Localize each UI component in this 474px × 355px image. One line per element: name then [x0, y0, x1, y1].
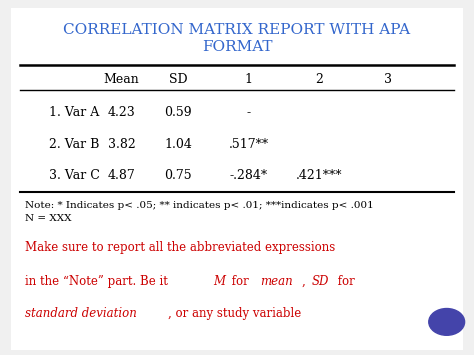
Text: standard deviation: standard deviation: [25, 307, 137, 320]
Text: 1: 1: [245, 73, 253, 86]
Text: mean: mean: [260, 275, 292, 288]
Text: ,: ,: [302, 275, 310, 288]
Text: , or any study variable: , or any study variable: [168, 307, 302, 320]
Text: 1. Var A: 1. Var A: [48, 106, 99, 119]
Circle shape: [429, 308, 465, 335]
Text: for: for: [228, 275, 253, 288]
Text: .421***: .421***: [296, 169, 343, 182]
Text: 4.23: 4.23: [108, 106, 136, 119]
Text: Make sure to report all the abbreviated expressions: Make sure to report all the abbreviated …: [25, 241, 335, 255]
Text: 3: 3: [384, 73, 392, 86]
Text: 3. Var C: 3. Var C: [48, 169, 100, 182]
Text: FORMAT: FORMAT: [202, 40, 272, 54]
Text: -: -: [247, 106, 251, 119]
Text: 3.82: 3.82: [108, 137, 136, 151]
Text: Mean: Mean: [104, 73, 139, 86]
Text: .517**: .517**: [229, 137, 269, 151]
Text: CORRELATION MATRIX REPORT WITH APA: CORRELATION MATRIX REPORT WITH APA: [64, 23, 410, 37]
Text: 0.59: 0.59: [164, 106, 192, 119]
Text: 4.87: 4.87: [108, 169, 136, 182]
Text: 2. Var B: 2. Var B: [48, 137, 99, 151]
FancyBboxPatch shape: [11, 9, 463, 350]
Text: M: M: [213, 275, 225, 288]
Text: 2: 2: [316, 73, 323, 86]
Text: in the “Note” part. Be it: in the “Note” part. Be it: [25, 275, 172, 288]
Text: N = XXX: N = XXX: [25, 213, 72, 223]
Text: 1.04: 1.04: [164, 137, 192, 151]
Text: Note: * Indicates p< .05; ** indicates p< .01; ***indicates p< .001: Note: * Indicates p< .05; ** indicates p…: [25, 201, 374, 210]
Text: -.284*: -.284*: [230, 169, 268, 182]
Text: SD: SD: [311, 275, 329, 288]
Text: for: for: [334, 275, 355, 288]
Text: 0.75: 0.75: [164, 169, 192, 182]
Text: SD: SD: [169, 73, 187, 86]
